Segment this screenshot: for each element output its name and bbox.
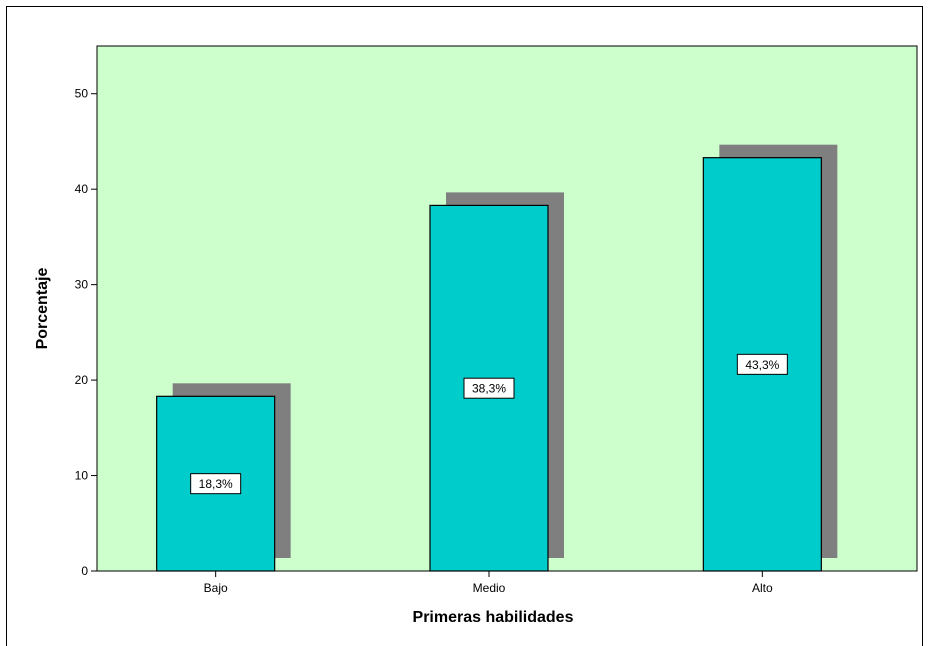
y-axis: 0 10 20 30 40 50 xyxy=(75,87,97,578)
data-label-box-2 xyxy=(736,353,788,375)
x-axis: Bajo Medio Alto xyxy=(204,571,773,595)
data-label-0: 18,3% xyxy=(199,477,233,491)
y-tick-label-0: 0 xyxy=(81,564,88,578)
y-tick-label-3: 30 xyxy=(75,278,89,292)
y-tick-label-5: 50 xyxy=(75,87,89,101)
x-axis-title: Primeras habilidades xyxy=(413,609,574,626)
y-tick-label-1: 10 xyxy=(75,469,89,483)
data-label-2: 43,3% xyxy=(745,358,779,372)
chart-frame xyxy=(6,6,923,646)
x-tick-label-1: Medio xyxy=(473,581,506,595)
x-tick-label-0: Bajo xyxy=(204,581,228,595)
x-tick-label-2: Alto xyxy=(752,581,773,595)
y-tick-label-2: 20 xyxy=(75,373,89,387)
y-axis-title: Porcentaje xyxy=(34,267,51,349)
y-tick-label-4: 40 xyxy=(75,182,89,196)
data-label-1: 38,3% xyxy=(472,382,506,396)
bars: 18,3% 38,3% 43,3% xyxy=(156,157,822,572)
data-label-box-1 xyxy=(463,377,515,399)
data-label-box-0 xyxy=(190,473,242,495)
